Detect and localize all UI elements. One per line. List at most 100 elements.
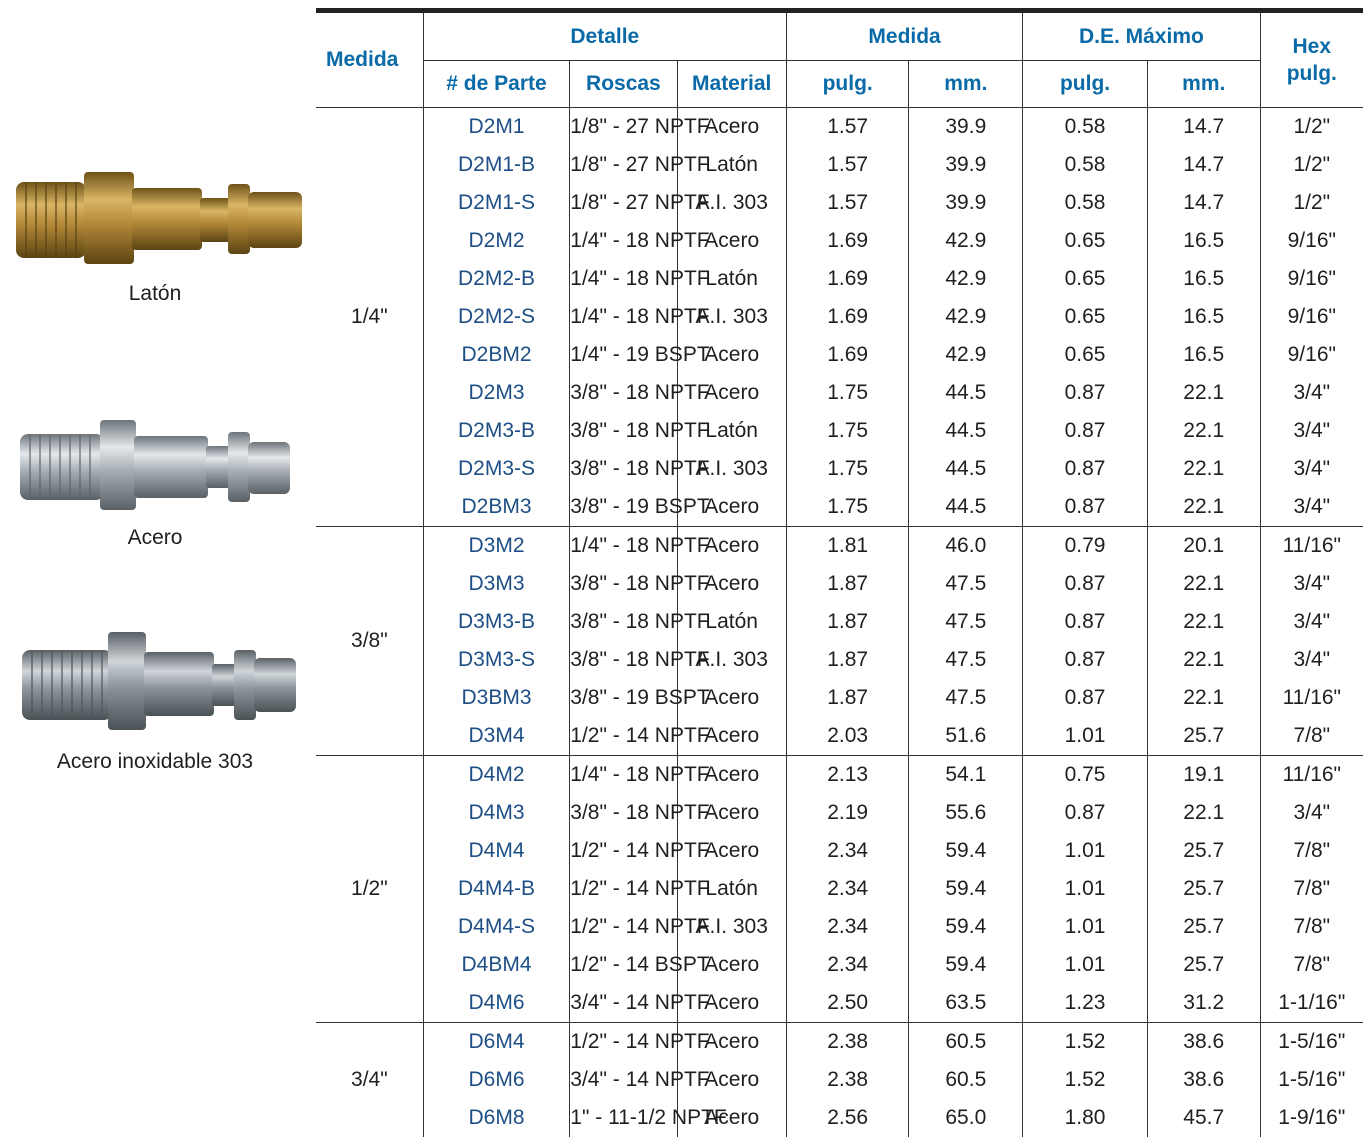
od-mm-cell: 22.1 (1147, 603, 1260, 641)
length-pulg-cell: 2.56 (786, 1099, 909, 1137)
part-number-cell: D4M6 (423, 984, 570, 1023)
roscas-cell: 1/2" - 14 NPTF (570, 908, 677, 946)
length-pulg-cell: 2.34 (786, 870, 909, 908)
header-roscas: Roscas (570, 61, 677, 108)
od-mm-cell: 22.1 (1147, 641, 1260, 679)
hex-cell: 7/8" (1260, 870, 1363, 908)
od-mm-cell: 25.7 (1147, 832, 1260, 870)
od-pulg-cell: 0.87 (1023, 565, 1148, 603)
length-pulg-cell: 2.19 (786, 794, 909, 832)
medida-group-cell: 1/4" (316, 108, 423, 527)
product-caption: Acero inoxidable 303 (0, 750, 310, 774)
roscas-cell: 3/8" - 18 NPTF (570, 794, 677, 832)
od-pulg-cell: 0.79 (1023, 527, 1148, 566)
hex-cell: 1-5/16" (1260, 1023, 1363, 1062)
length-pulg-cell: 2.03 (786, 717, 909, 756)
length-pulg-cell: 1.75 (786, 374, 909, 412)
od-mm-cell: 45.7 (1147, 1099, 1260, 1137)
product-brass: Latón (0, 160, 316, 270)
roscas-cell: 3/4" - 14 NPTF (570, 984, 677, 1023)
od-mm-cell: 16.5 (1147, 222, 1260, 260)
hex-cell: 11/16" (1260, 679, 1363, 717)
length-mm-cell: 46.0 (909, 527, 1023, 566)
header-hex-unit: pulg. (1287, 62, 1337, 85)
header-length-mm: mm. (909, 61, 1023, 108)
length-pulg-cell: 1.75 (786, 488, 909, 527)
od-pulg-cell: 0.65 (1023, 298, 1148, 336)
length-mm-cell: 47.5 (909, 565, 1023, 603)
od-pulg-cell: 0.87 (1023, 679, 1148, 717)
od-mm-cell: 22.1 (1147, 412, 1260, 450)
od-mm-cell: 25.7 (1147, 870, 1260, 908)
hex-cell: 3/4" (1260, 488, 1363, 527)
part-number-cell: D6M6 (423, 1061, 570, 1099)
header-hex-label: Hex (1293, 35, 1332, 58)
header-length-pulg: pulg. (786, 61, 909, 108)
roscas-cell: 3/8" - 18 NPTF (570, 450, 677, 488)
hex-cell: 7/8" (1260, 717, 1363, 756)
od-mm-cell: 38.6 (1147, 1023, 1260, 1062)
brass-plug-icon (8, 160, 308, 270)
od-mm-cell: 14.7 (1147, 146, 1260, 184)
length-mm-cell: 44.5 (909, 412, 1023, 450)
roscas-cell: 3/8" - 19 BSPT (570, 679, 677, 717)
part-number-cell: D3BM3 (423, 679, 570, 717)
hex-cell: 1/2" (1260, 184, 1363, 222)
hex-cell: 3/4" (1260, 794, 1363, 832)
length-mm-cell: 39.9 (909, 108, 1023, 147)
od-mm-cell: 22.1 (1147, 794, 1260, 832)
hex-cell: 1-1/16" (1260, 984, 1363, 1023)
part-number-cell: D4BM4 (423, 946, 570, 984)
od-pulg-cell: 0.87 (1023, 794, 1148, 832)
length-mm-cell: 63.5 (909, 984, 1023, 1023)
roscas-cell: 1/2" - 14 BSPT (570, 946, 677, 984)
hex-cell: 1-5/16" (1260, 1061, 1363, 1099)
od-mm-cell: 22.1 (1147, 450, 1260, 488)
length-mm-cell: 39.9 (909, 146, 1023, 184)
length-mm-cell: 54.1 (909, 756, 1023, 795)
length-mm-cell: 47.5 (909, 603, 1023, 641)
roscas-cell: 3/8" - 18 NPTF (570, 374, 677, 412)
length-mm-cell: 44.5 (909, 450, 1023, 488)
hex-cell: 1-9/16" (1260, 1099, 1363, 1137)
roscas-cell: 1/2" - 14 NPTF (570, 832, 677, 870)
length-mm-cell: 44.5 (909, 374, 1023, 412)
hex-cell: 7/8" (1260, 908, 1363, 946)
od-pulg-cell: 0.87 (1023, 374, 1148, 412)
od-mm-cell: 22.1 (1147, 565, 1260, 603)
length-mm-cell: 42.9 (909, 336, 1023, 374)
length-pulg-cell: 2.34 (786, 908, 909, 946)
header-detalle: Detalle (423, 11, 786, 61)
roscas-cell: 1/4" - 18 NPTF (570, 222, 677, 260)
length-pulg-cell: 1.57 (786, 146, 909, 184)
roscas-cell: 1/2" - 14 NPTF (570, 717, 677, 756)
length-pulg-cell: 1.69 (786, 260, 909, 298)
roscas-cell: 1/4" - 18 NPTF (570, 298, 677, 336)
roscas-cell: 1/4" - 19 BSPT (570, 336, 677, 374)
length-mm-cell: 39.9 (909, 184, 1023, 222)
part-number-cell: D6M4 (423, 1023, 570, 1062)
medida-group-cell: 3/4" (316, 1023, 423, 1137)
od-pulg-cell: 0.87 (1023, 641, 1148, 679)
od-mm-cell: 14.7 (1147, 108, 1260, 147)
length-pulg-cell: 2.38 (786, 1061, 909, 1099)
product-caption: Latón (0, 282, 310, 306)
od-pulg-cell: 0.65 (1023, 260, 1148, 298)
length-pulg-cell: 1.81 (786, 527, 909, 566)
length-pulg-cell: 2.34 (786, 946, 909, 984)
part-number-cell: D3M3-B (423, 603, 570, 641)
hex-cell: 9/16" (1260, 260, 1363, 298)
od-pulg-cell: 0.65 (1023, 336, 1148, 374)
